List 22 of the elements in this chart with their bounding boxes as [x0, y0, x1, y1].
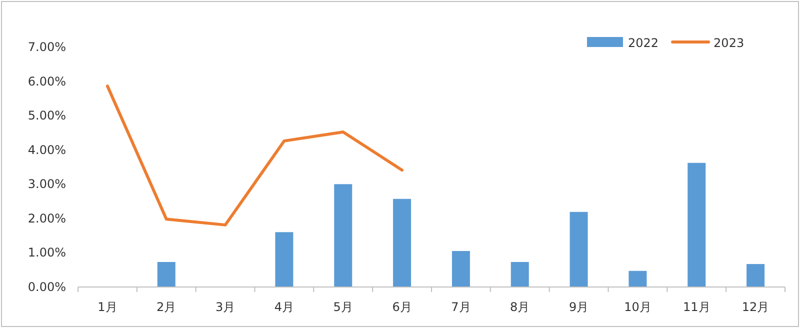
legend: 2023 [714, 36, 744, 50]
ytick: 7.00% [28, 40, 66, 54]
xtick: 1月 [98, 300, 118, 314]
xtick: 3月 [215, 300, 236, 314]
ytick: 3.00% [28, 177, 66, 192]
xtick: 2月 [156, 300, 176, 314]
xtick: 10月 [624, 300, 652, 314]
legend: 2022 [628, 36, 659, 50]
ytick: 6.00% [28, 74, 66, 88]
xtick: 9月 [568, 300, 589, 314]
xtick: 6月 [392, 300, 412, 314]
ytick: 2.00% [28, 211, 66, 226]
ytick: 5.00% [28, 108, 66, 123]
ytick: 4.00% [28, 142, 66, 157]
ytick: 0.00% [28, 280, 66, 294]
xtick: 12月 [742, 300, 770, 314]
xtick: 11月 [682, 300, 710, 314]
xtick: 4月 [274, 300, 294, 314]
xtick: 5月 [333, 300, 353, 314]
xtick: 7月 [451, 300, 471, 314]
ytick: 1.00% [28, 246, 66, 260]
xtick: 8月 [510, 300, 530, 314]
